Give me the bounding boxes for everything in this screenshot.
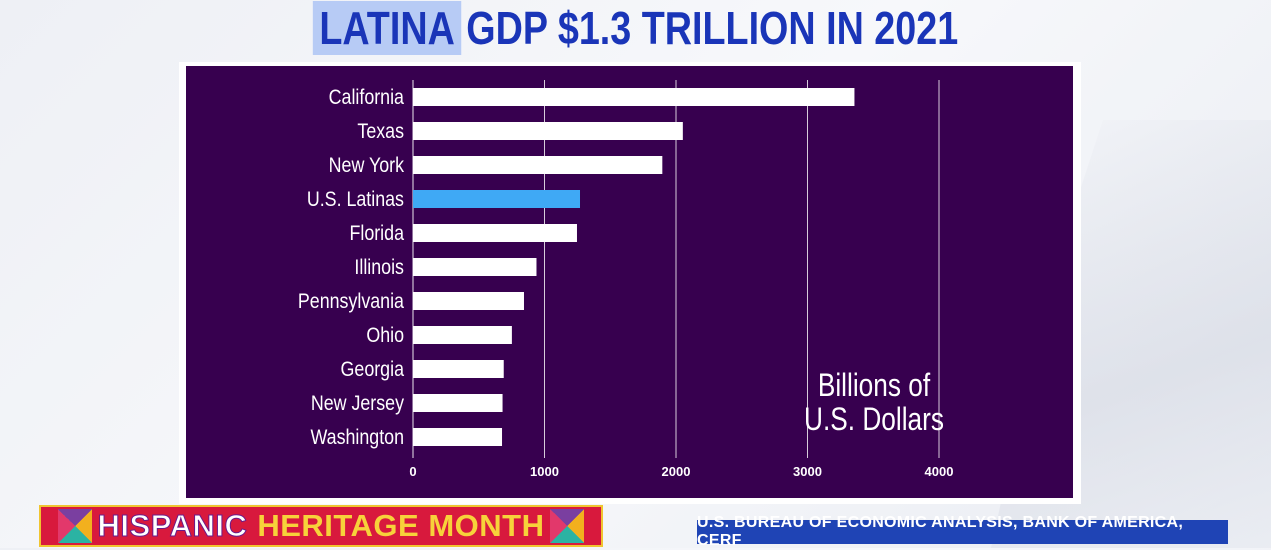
bar-pennsylvania — [413, 292, 524, 310]
category-label-new-york: New York — [329, 154, 405, 178]
category-label-pennsylvania: Pennsylvania — [298, 290, 404, 314]
x-tick-label-0: 0 — [409, 464, 416, 479]
category-label-illinois: Illinois — [354, 256, 404, 280]
bar-california — [413, 88, 855, 106]
source-credit: U.S. BUREAU OF ECONOMIC ANALYSIS, BANK O… — [697, 514, 1228, 549]
page-title: LATINA GDP $1.3 TRILLION IN 2021 — [114, 0, 1156, 56]
category-label-new-jersey: New Jersey — [311, 392, 404, 416]
x-tick-label-2000: 2000 — [662, 464, 691, 479]
banner-word-hispanic: HISPANIC — [97, 508, 248, 544]
x-tick-label-1000: 1000 — [530, 464, 559, 479]
units-label-line-2: U.S. Dollars — [804, 403, 944, 438]
category-label-florida: Florida — [349, 222, 404, 246]
category-label-texas: Texas — [357, 120, 404, 144]
units-label-line-1: Billions of — [818, 369, 931, 404]
bar-washington — [413, 428, 503, 446]
bar-georgia — [413, 360, 504, 378]
chart-area: 0 1000 2000 3000 4000 California Texas New York… — [186, 66, 1073, 498]
bar-chart: 0 1000 2000 3000 4000 California Texas New York… — [298, 80, 954, 479]
title-highlight: LATINA — [312, 1, 462, 55]
heritage-banner: HISPANIC HERITAGE MONTH — [39, 505, 603, 547]
category-label-u-s-latinas: U.S. Latinas — [307, 188, 404, 212]
quilt-left-icon — [57, 509, 92, 543]
category-label-ohio: Ohio — [366, 324, 404, 348]
chart-frame: 0 1000 2000 3000 4000 California Texas New York… — [179, 62, 1081, 504]
x-tick-label-3000: 3000 — [793, 464, 822, 479]
bar-new-york — [413, 156, 663, 174]
quilt-right-icon — [550, 509, 585, 543]
bar-illinois — [413, 258, 537, 276]
title-rest: GDP $1.3 TRILLION IN 2021 — [466, 2, 959, 54]
category-label-california: California — [329, 86, 404, 110]
banner-word-heritage-month: HERITAGE MONTH — [257, 508, 545, 543]
bar-new-jersey — [413, 394, 503, 412]
bar-florida — [413, 224, 577, 242]
bar-ohio — [413, 326, 512, 344]
category-label-georgia: Georgia — [341, 358, 405, 382]
x-tick-label-4000: 4000 — [925, 464, 954, 479]
category-label-washington: Washington — [310, 426, 404, 450]
bar-u-s-latinas — [413, 190, 581, 208]
bar-texas — [413, 122, 683, 140]
